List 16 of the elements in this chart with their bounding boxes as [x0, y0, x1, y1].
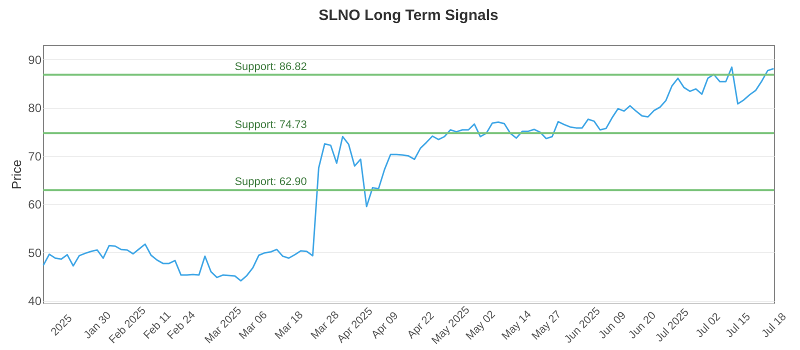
- ref-line-label: Support: 74.73: [234, 119, 307, 132]
- y-tick-label: 70: [28, 149, 42, 164]
- x-tick-label: Jul 15: [724, 310, 753, 340]
- y-tick-label: 90: [28, 52, 42, 67]
- chart-title: SLNO Long Term Signals: [318, 7, 498, 24]
- y-axis-title: Price: [9, 160, 24, 190]
- x-tick-label: Mar 18: [272, 309, 306, 342]
- ref-line-label: Support: 62.90: [234, 176, 307, 188]
- ref-line-label: Support: 86.82: [234, 60, 307, 73]
- x-tick-label: Jul 18: [760, 310, 789, 340]
- x-tick-label: May 27: [530, 308, 564, 342]
- y-tick-label: 80: [28, 101, 42, 116]
- y-tick-label: 40: [28, 294, 42, 308]
- x-tick-label: Jul 02: [694, 310, 723, 340]
- y-tick-label: 50: [28, 246, 42, 260]
- y-tick-label: 60: [28, 198, 42, 212]
